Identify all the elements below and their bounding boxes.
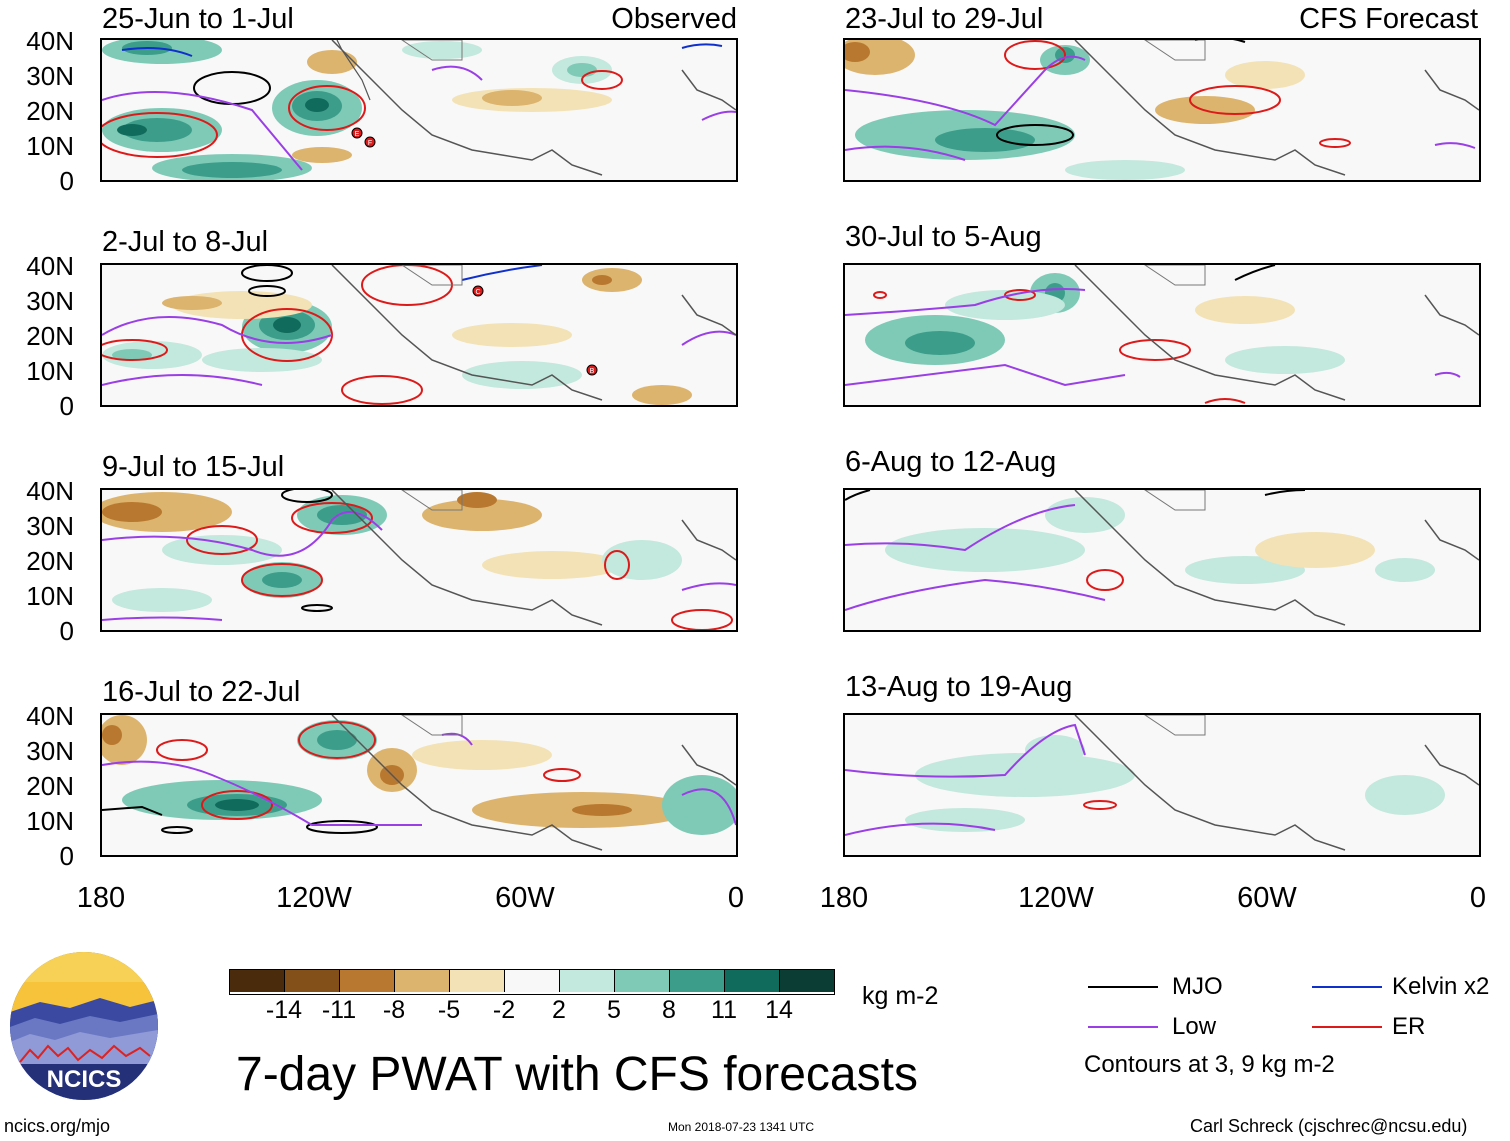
lat-label: 0 [59, 166, 74, 196]
colorbar-swatch [395, 970, 450, 992]
observed-map-3 [100, 488, 738, 632]
lat-label: 30N [26, 61, 74, 91]
lat-label: 20N [26, 546, 74, 576]
colorbar-units: kg m-2 [862, 982, 939, 1010]
lat-label: 10N [26, 581, 74, 611]
figure-title: 7-day PWAT with CFS forecasts [236, 1048, 918, 1101]
forecast-map-3 [843, 488, 1481, 632]
observed-map-4 [100, 713, 738, 857]
colorbar-tick: -2 [492, 996, 516, 1024]
colorbar-tick: 5 [607, 996, 621, 1024]
lon-label: 180 [76, 882, 126, 914]
storm-marker-c: C [475, 289, 480, 296]
colorbar-tick: -11 [321, 996, 357, 1024]
legend-line-low [1088, 1026, 1158, 1028]
lat-label: 40N [26, 476, 74, 506]
colorbar-swatch [230, 970, 285, 992]
forecast-period-3-title: 6-Aug to 12-Aug [845, 446, 1057, 478]
lat-label: 10N [26, 806, 74, 836]
legend-line-mjo [1088, 986, 1158, 988]
storm-marker-f: F [368, 140, 372, 147]
ncics-logo: NCICS [10, 952, 158, 1100]
lat-label: 0 [59, 841, 74, 871]
forecast-period-4-title: 13-Aug to 19-Aug [845, 671, 1073, 703]
colorbar-tick: 14 [765, 996, 793, 1024]
footer-credit: Carl Schreck (cjschrec@ncsu.edu) [1190, 1116, 1468, 1136]
colorbar-swatch [780, 970, 834, 992]
lat-label: 0 [59, 391, 74, 421]
observed-period-2-title: 2-Jul to 8-Jul [102, 226, 269, 258]
lat-label: 10N [26, 356, 74, 386]
colorbar-tick: 2 [552, 996, 566, 1024]
footer-timestamp: Mon 2018-07-23 1341 UTC [668, 1120, 815, 1134]
storm-marker-b: B [590, 368, 595, 375]
legend-label-kelvin: Kelvin x2 [1392, 973, 1490, 1000]
forecast-map-2 [843, 263, 1481, 407]
colorbar-tick: -8 [382, 996, 406, 1024]
lon-label: 0 [1469, 882, 1487, 914]
observed-period-3-title: 9-Jul to 15-Jul [102, 451, 285, 483]
legend-note: Contours at 3, 9 kg m-2 [1084, 1051, 1335, 1078]
forecast-period-2-title: 30-Jul to 5-Aug [845, 221, 1042, 253]
lat-label: 40N [26, 26, 74, 56]
forecast-map-1 [843, 38, 1481, 182]
legend-label-low: Low [1172, 1013, 1217, 1040]
lon-label: 120W [1018, 882, 1094, 914]
observed-period-1-title: 25-Jun to 1-Jul [102, 3, 294, 35]
colorbar-tick: -14 [265, 996, 303, 1024]
observed-label: Observed [611, 3, 737, 35]
lat-label: 30N [26, 736, 74, 766]
colorbar-swatch [560, 970, 615, 992]
colorbar [229, 969, 835, 995]
lat-label: 20N [26, 321, 74, 351]
colorbar-tick: -5 [437, 996, 461, 1024]
lon-label: 60W [1237, 882, 1297, 914]
forecast-period-1-title: 23-Jul to 29-Jul [845, 3, 1044, 35]
lon-label: 120W [276, 882, 352, 914]
lat-label: 0 [59, 616, 74, 646]
legend-label-er: ER [1392, 1013, 1426, 1040]
lat-label: 20N [26, 771, 74, 801]
logo-text: NCICS [47, 1066, 122, 1093]
lat-label: 10N [26, 131, 74, 161]
lon-label: 60W [495, 882, 555, 914]
colorbar-swatch [615, 970, 670, 992]
lat-label: 20N [26, 96, 74, 126]
colorbar-swatch [505, 970, 560, 992]
lon-label: 0 [727, 882, 745, 914]
colorbar-tick: 11 [711, 996, 737, 1024]
lat-label: 30N [26, 511, 74, 541]
colorbar-swatch [450, 970, 505, 992]
observed-period-4-title: 16-Jul to 22-Jul [102, 676, 301, 708]
colorbar-tick: 8 [662, 996, 676, 1024]
colorbar-swatch [670, 970, 725, 992]
observed-map-2: C B [100, 263, 738, 407]
lat-label: 40N [26, 701, 74, 731]
colorbar-swatch [725, 970, 780, 992]
legend-label-mjo: MJO [1172, 973, 1223, 1000]
legend-line-kelvin [1312, 986, 1382, 988]
observed-map-1: E F [100, 38, 738, 182]
footer-url[interactable]: ncics.org/mjo [4, 1116, 111, 1136]
lat-label: 30N [26, 286, 74, 316]
legend-line-er [1312, 1026, 1382, 1028]
forecast-label: CFS Forecast [1299, 3, 1478, 35]
storm-marker-e: E [355, 131, 360, 138]
colorbar-swatch [285, 970, 340, 992]
colorbar-swatch [340, 970, 395, 992]
lat-label: 40N [26, 251, 74, 281]
forecast-map-4 [843, 713, 1481, 857]
lon-label: 180 [819, 882, 869, 914]
